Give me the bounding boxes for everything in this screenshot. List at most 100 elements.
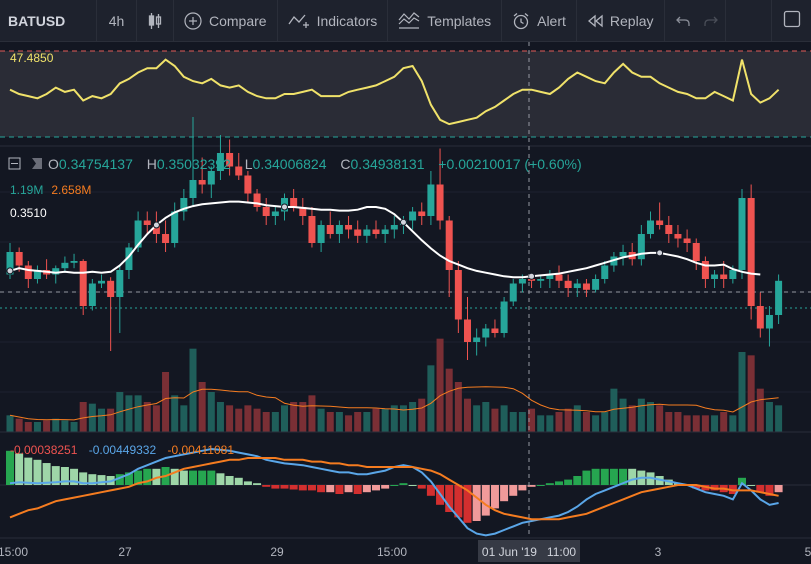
macd-hist-bar — [179, 470, 188, 485]
volume-bar — [152, 405, 160, 432]
volume-bar — [88, 403, 96, 432]
macd-hist-bar — [536, 485, 545, 486]
candle-body — [271, 211, 279, 216]
flag-icon — [32, 158, 42, 169]
candle-body — [683, 238, 691, 243]
rsi-line — [9, 58, 780, 126]
volume-bar — [775, 405, 783, 432]
templates-button[interactable]: Templates — [388, 0, 503, 42]
undo-button[interactable] — [665, 0, 697, 42]
alert-button[interactable]: Alert — [502, 0, 577, 42]
volume-bar — [528, 408, 536, 432]
volume-bar — [70, 422, 78, 432]
replay-label: Replay — [609, 12, 654, 29]
candle-body — [79, 261, 87, 306]
chart-area[interactable]: 47.4850 O0.34754137 H0.35032392 L0.34006… — [0, 42, 811, 564]
volume-bar — [720, 412, 728, 432]
alert-label: Alert — [537, 12, 566, 29]
fullscreen-button[interactable] — [771, 0, 811, 42]
candle-body — [436, 184, 444, 221]
volume-bar — [674, 412, 682, 432]
volume-bar — [756, 388, 764, 432]
volume-bar — [427, 365, 435, 432]
candle-body — [418, 211, 426, 216]
volume-bar — [281, 405, 288, 432]
volume-bar — [628, 405, 636, 432]
candle-body — [52, 268, 60, 275]
volume-bar — [162, 372, 170, 432]
candle-body — [345, 225, 353, 230]
symbol-search-button[interactable]: BATUSD — [0, 0, 97, 42]
indicators-button[interactable]: Indicators — [278, 0, 389, 42]
ma-marker — [152, 221, 160, 229]
volume-bar — [235, 408, 243, 432]
macd-hist-bar — [417, 485, 426, 489]
macd-hist-bar — [289, 485, 298, 490]
volume-bar — [43, 420, 51, 432]
macd-hist-bar — [573, 476, 582, 485]
templates-icon — [398, 11, 420, 30]
volume-bar — [262, 412, 270, 432]
candle-body — [70, 261, 78, 263]
candle-body — [61, 262, 69, 269]
macd-hist-bar — [88, 474, 97, 485]
volume-bar — [738, 352, 746, 432]
macd-hist-bar — [463, 485, 472, 523]
volume-bar — [610, 388, 618, 432]
macd-hist-bar — [747, 485, 756, 486]
replay-button[interactable]: Replay — [577, 0, 665, 42]
redo-button[interactable] — [697, 0, 726, 42]
time-axis[interactable] — [0, 538, 811, 564]
macd-hist-bar — [97, 475, 106, 485]
volume-bar — [418, 398, 426, 432]
moving-average-line — [9, 200, 761, 279]
macd-hist-bar — [124, 472, 133, 485]
candle-body — [326, 225, 334, 234]
volume-bar — [198, 382, 206, 432]
chart-style-button[interactable] — [137, 0, 174, 42]
candle-body — [180, 198, 188, 212]
volume-bar — [125, 395, 133, 432]
volume-bar — [473, 405, 481, 432]
collapse-legend-button[interactable] — [8, 157, 21, 170]
volume-bar — [308, 395, 316, 432]
candle-body — [454, 270, 462, 320]
volume-bar — [518, 412, 526, 432]
candle-body — [235, 166, 243, 176]
macd-hist-bar — [134, 470, 143, 485]
indicators-label: Indicators — [316, 12, 378, 29]
candle-body — [756, 306, 764, 329]
macd-hist-bar — [6, 450, 14, 485]
candles-icon — [147, 12, 163, 30]
macd-hist-bar — [490, 485, 499, 509]
macd-hist-bar — [756, 485, 765, 493]
candle-body — [509, 283, 517, 302]
rsi-band — [0, 51, 811, 137]
volume-bar — [271, 412, 279, 432]
volume-bar — [98, 408, 105, 432]
candle-body — [711, 274, 719, 279]
candle-body — [427, 184, 435, 216]
interval-button[interactable]: 4h — [97, 0, 137, 42]
volume-bar — [656, 405, 664, 432]
ma-marker — [281, 203, 288, 211]
candle-body — [24, 265, 32, 279]
volume-ma-line — [9, 386, 779, 421]
candle-body — [445, 220, 453, 270]
compare-button[interactable]: Compare — [174, 0, 278, 42]
candle-body — [317, 225, 325, 243]
candle-body — [473, 337, 481, 342]
volume-bar — [6, 415, 14, 432]
candle-body — [354, 229, 362, 236]
volume-bars — [6, 338, 783, 432]
candle-body — [244, 175, 252, 194]
candle-body — [555, 274, 563, 281]
rsi-pane: 47.4850 — [0, 50, 811, 138]
volume-bar — [107, 408, 115, 432]
indicators-icon — [288, 13, 310, 29]
macd-hist-bar — [115, 474, 124, 485]
volume-bar — [445, 368, 453, 432]
volume-bar — [454, 382, 462, 432]
macd-hist-bar — [216, 473, 225, 485]
time-tick: 15:00 — [377, 545, 407, 559]
